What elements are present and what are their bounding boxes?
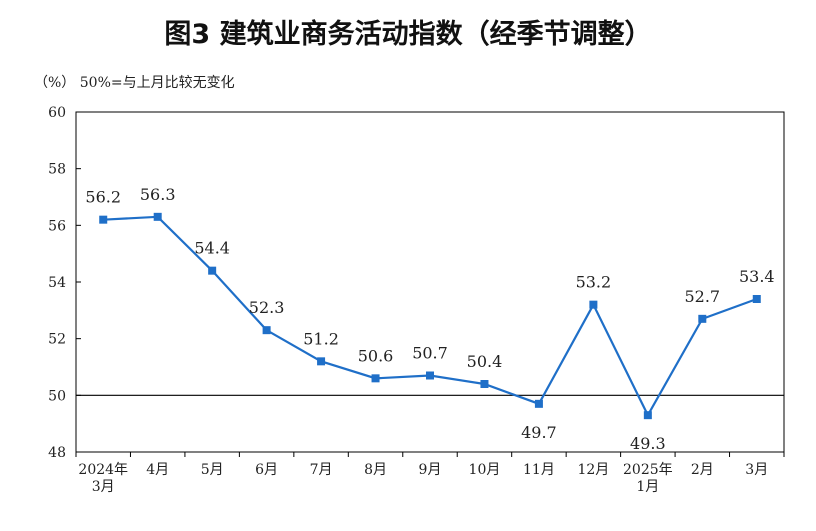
- y-tick-label: 50: [48, 388, 66, 404]
- x-tick-label: 11月: [523, 462, 555, 478]
- data-label: 53.4: [739, 267, 775, 286]
- x-tick-label: 9月: [419, 462, 442, 478]
- data-label: 49.7: [521, 423, 557, 442]
- data-label: 52.7: [684, 287, 720, 306]
- data-label: 50.7: [412, 344, 448, 363]
- y-tick-label: 52: [48, 332, 66, 348]
- x-axis: 2024年 3月 4月 5月 6月 7月 8月 9月 10月 11月 12月 2025年 1月 2月 3月: [75, 452, 785, 495]
- data-point: [262, 326, 271, 335]
- x-tick-label: 2024年 3月: [78, 462, 128, 495]
- data-label: 50.4: [467, 352, 503, 371]
- data-point: [643, 411, 652, 420]
- y-tick-label: 54: [48, 275, 66, 291]
- data-point: [371, 374, 380, 383]
- x-tick-label: 2025年 1月: [623, 462, 673, 495]
- y-tick-label: 56: [48, 218, 66, 234]
- data-point: [698, 314, 707, 323]
- data-point: [317, 357, 326, 366]
- y-tick-label: 60: [48, 105, 66, 121]
- data-label: 52.3: [249, 298, 285, 317]
- chart-title: 图3 建筑业商务活动指数（经季节调整）: [164, 19, 652, 50]
- x-tick-label: 5月: [201, 462, 224, 478]
- y-tick-label: 58: [48, 162, 66, 178]
- x-tick-label: 7月: [310, 462, 333, 478]
- data-labels: 56.2 56.3 54.4 52.3 51.2 50.6 50.7 50.4 49.7 53.2…: [85, 185, 774, 453]
- data-point: [208, 266, 217, 275]
- data-point: [480, 380, 489, 388]
- data-points: [99, 212, 761, 420]
- data-point: [752, 295, 761, 303]
- data-label: 50.6: [358, 346, 394, 365]
- unit-note: （%） 50%=与上月比较无变化: [34, 75, 235, 91]
- data-point: [589, 300, 598, 309]
- data-label: 53.2: [576, 273, 612, 292]
- x-tick-label: 4月: [146, 462, 169, 478]
- x-tick-label: 2月: [691, 462, 714, 478]
- x-tick-label: 8月: [364, 462, 387, 478]
- x-tick-label: 12月: [577, 462, 609, 478]
- y-tick-label: 48: [48, 445, 66, 461]
- data-point: [99, 215, 108, 224]
- data-label: 56.2: [85, 188, 121, 207]
- x-tick-label: 6月: [255, 462, 278, 478]
- data-label: 51.2: [303, 329, 339, 348]
- data-point: [426, 371, 434, 380]
- data-label: 56.3: [140, 185, 176, 204]
- data-point: [153, 212, 162, 221]
- x-tick-label: 10月: [469, 462, 501, 478]
- data-label: 54.4: [194, 239, 230, 258]
- x-tick-label: 3月: [745, 462, 768, 478]
- y-axis: 48 50 52 54 56 58 60: [48, 105, 81, 461]
- data-label: 49.3: [630, 434, 666, 453]
- data-point: [534, 399, 543, 408]
- plot-frame: [75, 111, 785, 453]
